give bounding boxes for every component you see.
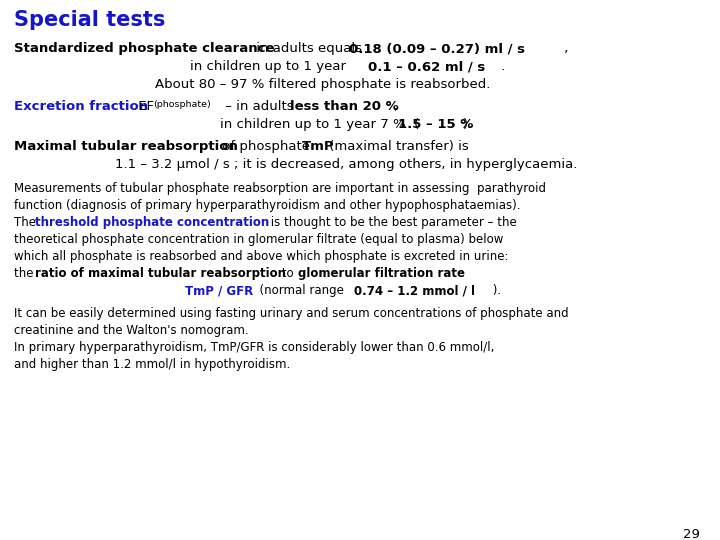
Text: in adults equals: in adults equals	[252, 42, 366, 55]
Text: threshold phosphate concentration: threshold phosphate concentration	[35, 216, 269, 229]
Text: .: .	[497, 60, 505, 73]
Text: the: the	[14, 267, 37, 280]
Text: 1.1 – 3.2 μmol / s ; it is decreased, among others, in hyperglycaemia.: 1.1 – 3.2 μmol / s ; it is decreased, am…	[115, 158, 577, 171]
Text: is thought to be the best parameter – the: is thought to be the best parameter – th…	[267, 216, 517, 229]
Text: which all phosphate is reabsorbed and above which phosphate is excreted in urine: which all phosphate is reabsorbed and ab…	[14, 250, 508, 263]
Text: Measurements of tubular phosphate reabsorption are important in assessing  parat: Measurements of tubular phosphate reabso…	[14, 182, 546, 195]
Text: (maximal transfer) is: (maximal transfer) is	[325, 140, 469, 153]
Text: 0.74 – 1.2 mmol / l: 0.74 – 1.2 mmol / l	[354, 284, 475, 297]
Text: 0.1 – 0.62 ml / s: 0.1 – 0.62 ml / s	[368, 60, 485, 73]
Text: TmP / GFR: TmP / GFR	[185, 284, 253, 297]
Text: About 80 – 97 % filtered phosphate is reabsorbed.: About 80 – 97 % filtered phosphate is re…	[155, 78, 490, 91]
Text: It can be easily determined using fasting urinary and serum concentrations of ph: It can be easily determined using fastin…	[14, 307, 569, 320]
Text: 0.18 (0.09 – 0.27) ml / s: 0.18 (0.09 – 0.27) ml / s	[349, 42, 525, 55]
Text: TmP: TmP	[302, 140, 335, 153]
Text: The: The	[14, 216, 40, 229]
Text: EF: EF	[134, 100, 154, 113]
Text: creatinine and the Walton's nomogram.: creatinine and the Walton's nomogram.	[14, 324, 248, 337]
Text: (normal range: (normal range	[252, 284, 348, 297]
Text: Excretion fraction: Excretion fraction	[14, 100, 148, 113]
Text: ).: ).	[463, 118, 472, 131]
Text: ratio of maximal tubular reabsorption: ratio of maximal tubular reabsorption	[35, 267, 286, 280]
Text: (phosphate): (phosphate)	[153, 100, 211, 109]
Text: less than 20 %: less than 20 %	[290, 100, 399, 113]
Text: in children up to 1 year 7 %  (: in children up to 1 year 7 % (	[220, 118, 419, 131]
Text: function (diagnosis of primary hyperparathyroidism and other hypophosphataemias): function (diagnosis of primary hyperpara…	[14, 199, 521, 212]
Text: glomerular filtration rate: glomerular filtration rate	[298, 267, 465, 280]
Text: – in adults: – in adults	[221, 100, 298, 113]
Text: ,: ,	[393, 100, 397, 113]
Text: to: to	[278, 267, 297, 280]
Text: Maximal tubular reabsorption: Maximal tubular reabsorption	[14, 140, 238, 153]
Text: theoretical phosphate concentration in glomerular filtrate (equal to plasma) bel: theoretical phosphate concentration in g…	[14, 233, 503, 246]
Text: 1.5 – 15 %: 1.5 – 15 %	[398, 118, 473, 131]
Text: of phosphate: of phosphate	[218, 140, 314, 153]
Text: Special tests: Special tests	[14, 10, 166, 30]
Text: 29: 29	[683, 528, 700, 540]
Text: ,: ,	[560, 42, 568, 55]
Text: Standardized phosphate clearance: Standardized phosphate clearance	[14, 42, 274, 55]
Text: and higher than 1.2 mmol/l in hypothyroidism.: and higher than 1.2 mmol/l in hypothyroi…	[14, 358, 290, 371]
Text: in children up to 1 year: in children up to 1 year	[190, 60, 350, 73]
Text: ).: ).	[489, 284, 501, 297]
Text: In primary hyperparathyroidism, TmP/GFR is considerably lower than 0.6 mmol/l,: In primary hyperparathyroidism, TmP/GFR …	[14, 341, 495, 354]
